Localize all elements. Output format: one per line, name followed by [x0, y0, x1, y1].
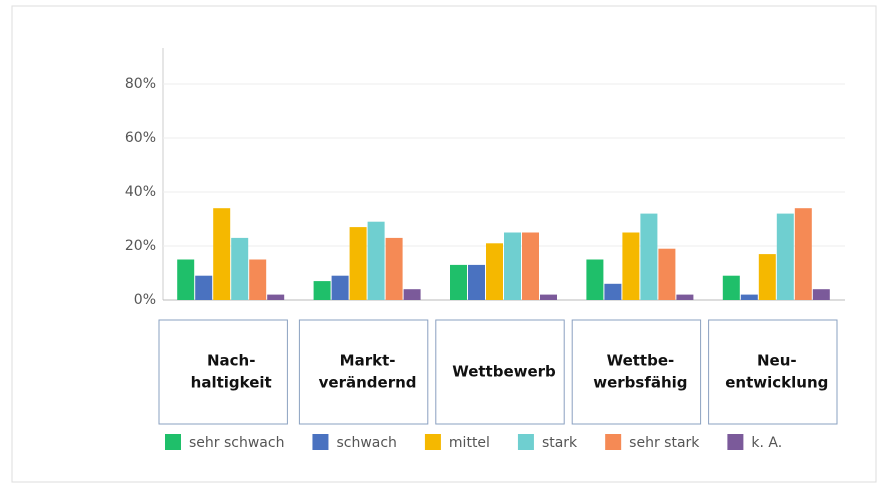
category-box	[158, 319, 288, 425]
bar	[367, 221, 385, 300]
bar	[231, 237, 249, 300]
bar	[522, 232, 539, 300]
category-label: verändernd	[319, 374, 417, 392]
bar	[776, 213, 794, 300]
legend-swatch	[424, 434, 441, 450]
bar	[267, 294, 285, 300]
legend-label: k. A.	[751, 435, 782, 451]
bar	[468, 264, 485, 300]
bar	[586, 259, 604, 300]
legend-swatch	[165, 434, 181, 450]
y-tick-label: 0%	[134, 292, 156, 308]
category-label: entwicklung	[725, 374, 828, 392]
bar	[331, 275, 349, 300]
bar	[313, 281, 331, 300]
category-label: Markt-	[340, 352, 396, 370]
category-box	[298, 319, 429, 425]
bar	[540, 294, 557, 300]
bar	[213, 208, 231, 300]
bar	[486, 243, 503, 300]
category-box	[708, 319, 838, 425]
bar	[450, 264, 467, 300]
bar	[740, 294, 758, 300]
legend-label: stark	[542, 435, 578, 451]
bar	[385, 237, 403, 300]
y-tick-label: 80%	[125, 76, 156, 92]
category-box	[435, 319, 565, 425]
bar	[722, 275, 740, 300]
legend-swatch	[517, 434, 534, 450]
y-tick-label: 20%	[125, 238, 156, 254]
legend-swatch	[312, 434, 329, 450]
category-label: Wettbewerb	[452, 363, 556, 381]
bar	[812, 289, 830, 300]
category-label: Wettbe-	[607, 352, 675, 370]
y-tick-label: 40%	[125, 184, 156, 200]
bar	[604, 283, 622, 300]
bar	[504, 232, 521, 300]
category-label: haltigkeit	[191, 374, 272, 392]
bar	[622, 232, 640, 300]
bar	[195, 275, 213, 300]
legend-label: schwach	[336, 435, 396, 451]
bar	[249, 259, 267, 300]
category-box	[571, 319, 702, 425]
category-label: Nach-	[207, 352, 255, 370]
bar	[640, 213, 658, 300]
bar	[676, 294, 694, 300]
legend-swatch	[605, 434, 622, 450]
bar	[658, 248, 676, 300]
legend-label: mittel	[449, 435, 490, 451]
bar	[758, 254, 776, 300]
bar	[794, 208, 812, 300]
bar	[403, 289, 421, 300]
category-label: Neu-	[757, 352, 797, 370]
legend-swatch	[727, 434, 744, 450]
y-tick-label: 60%	[125, 130, 156, 146]
legend-label: sehr schwach	[189, 435, 284, 451]
category-label: werbsfähig	[593, 374, 687, 392]
legend-label: sehr stark	[629, 435, 700, 451]
bar	[177, 259, 195, 300]
bar	[349, 227, 367, 300]
